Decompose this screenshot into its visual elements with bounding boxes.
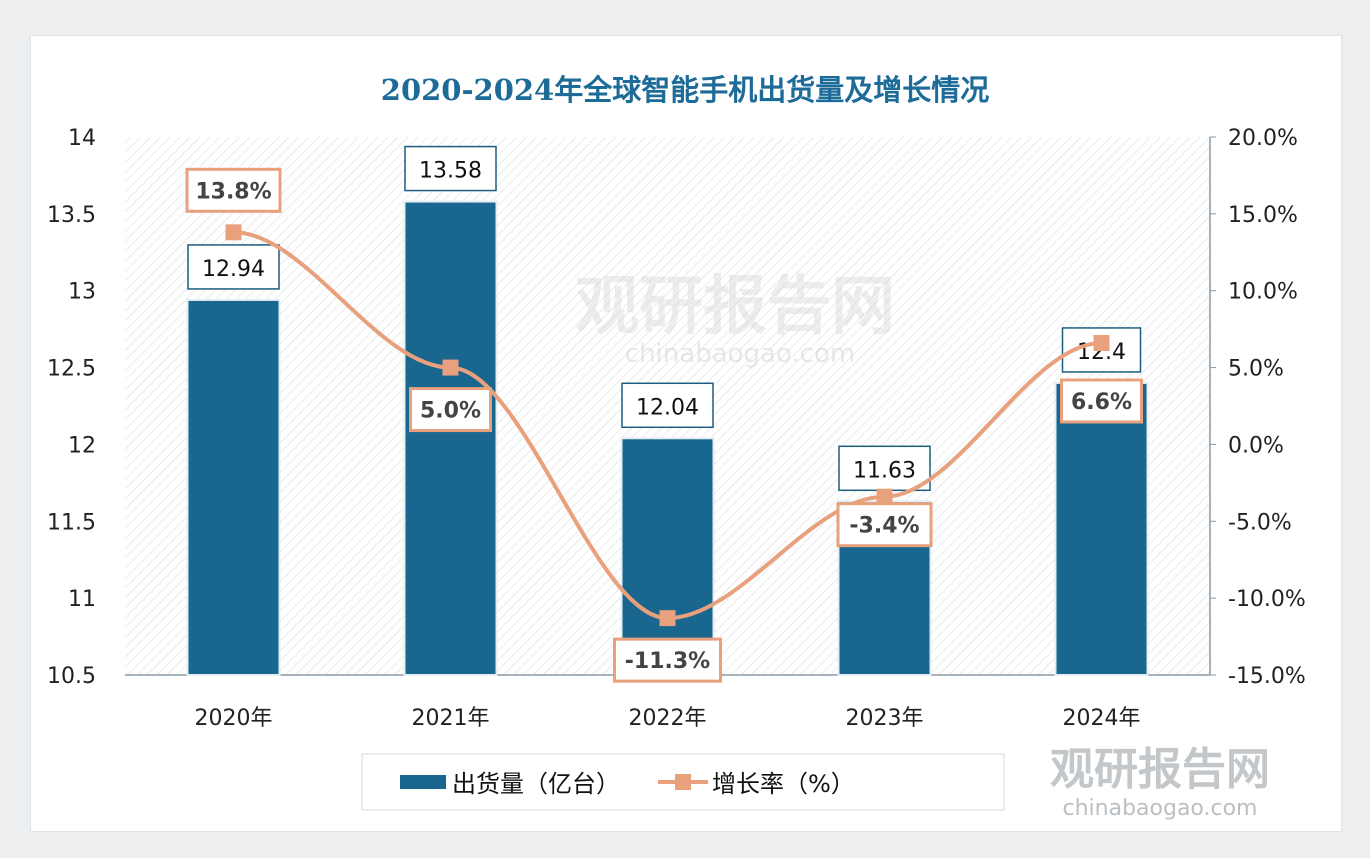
growth-marker [659,610,676,627]
left-tick-label: 12 [68,433,96,458]
growth-label-box [836,502,933,548]
legend-label-line: 增长率（%） [712,770,855,798]
bar-label-box [838,445,931,492]
x-tick-label: 2021年 [412,706,490,731]
growth-label-box [613,637,722,683]
x-tick-label: 2020年 [195,706,273,731]
right-tick-label: 5.0% [1228,357,1284,382]
growth-label: 13.8% [195,179,271,204]
growth-marker [225,224,242,241]
legend-label-bar: 出货量（亿台） [452,770,620,798]
watermark-text: 观研报告网 [575,270,895,344]
growth-label: 5.0% [420,399,481,424]
left-tick-label: 11.5 [47,510,96,535]
growth-label: -3.4% [849,514,919,539]
left-tick-label: 13 [68,280,96,305]
watermark-url: chinabaogao.com [625,339,855,369]
x-tick-label: 2023年 [846,706,924,731]
left-tick-label: 14 [68,126,96,151]
bar [186,298,281,676]
growth-label-box [409,387,492,433]
bar-label: 13.58 [419,159,482,184]
bar [1054,381,1149,676]
bar-label: 12.94 [202,257,265,282]
growth-marker [876,488,893,505]
right-tick-label: 0.0% [1228,433,1284,458]
bar [403,200,498,676]
right-tick-label: 20.0% [1228,126,1298,151]
right-tick-label: 10.0% [1228,280,1298,305]
bar-label-box [187,244,280,290]
left-tick-label: 13.5 [47,203,96,228]
legend-swatch-bar [400,775,446,789]
growth-line [233,230,1102,621]
growth-marker [442,359,459,376]
right-tick-label: -15.0% [1228,664,1306,689]
watermark-url: chinabaogao.com [1063,796,1258,821]
growth-label: 6.6% [1071,390,1132,415]
bar-label: 11.63 [853,458,916,483]
left-tick-label: 10.5 [47,664,96,689]
chart-title: 2020-2024年全球智能手机出货量及增长情况 [381,73,989,107]
bar-label-box [621,382,714,429]
x-tick-label: 2024年 [1063,706,1141,731]
growth-marker [1093,334,1110,351]
watermark-text: 观研报告网 [1050,744,1270,795]
legend-swatch-marker [675,774,691,790]
bar-label-box [404,145,497,192]
growth-label: -11.3% [625,649,710,674]
growth-label-box [1060,378,1143,424]
right-tick-label: -5.0% [1228,510,1292,535]
right-tick-label: -10.0% [1228,587,1306,612]
bar-label: 12.04 [636,395,699,420]
right-tick-label: 15.0% [1228,203,1298,228]
x-tick-label: 2022年 [629,706,707,731]
left-tick-label: 11 [68,587,96,612]
left-tick-label: 12.5 [47,357,96,382]
growth-label-box [185,167,282,213]
